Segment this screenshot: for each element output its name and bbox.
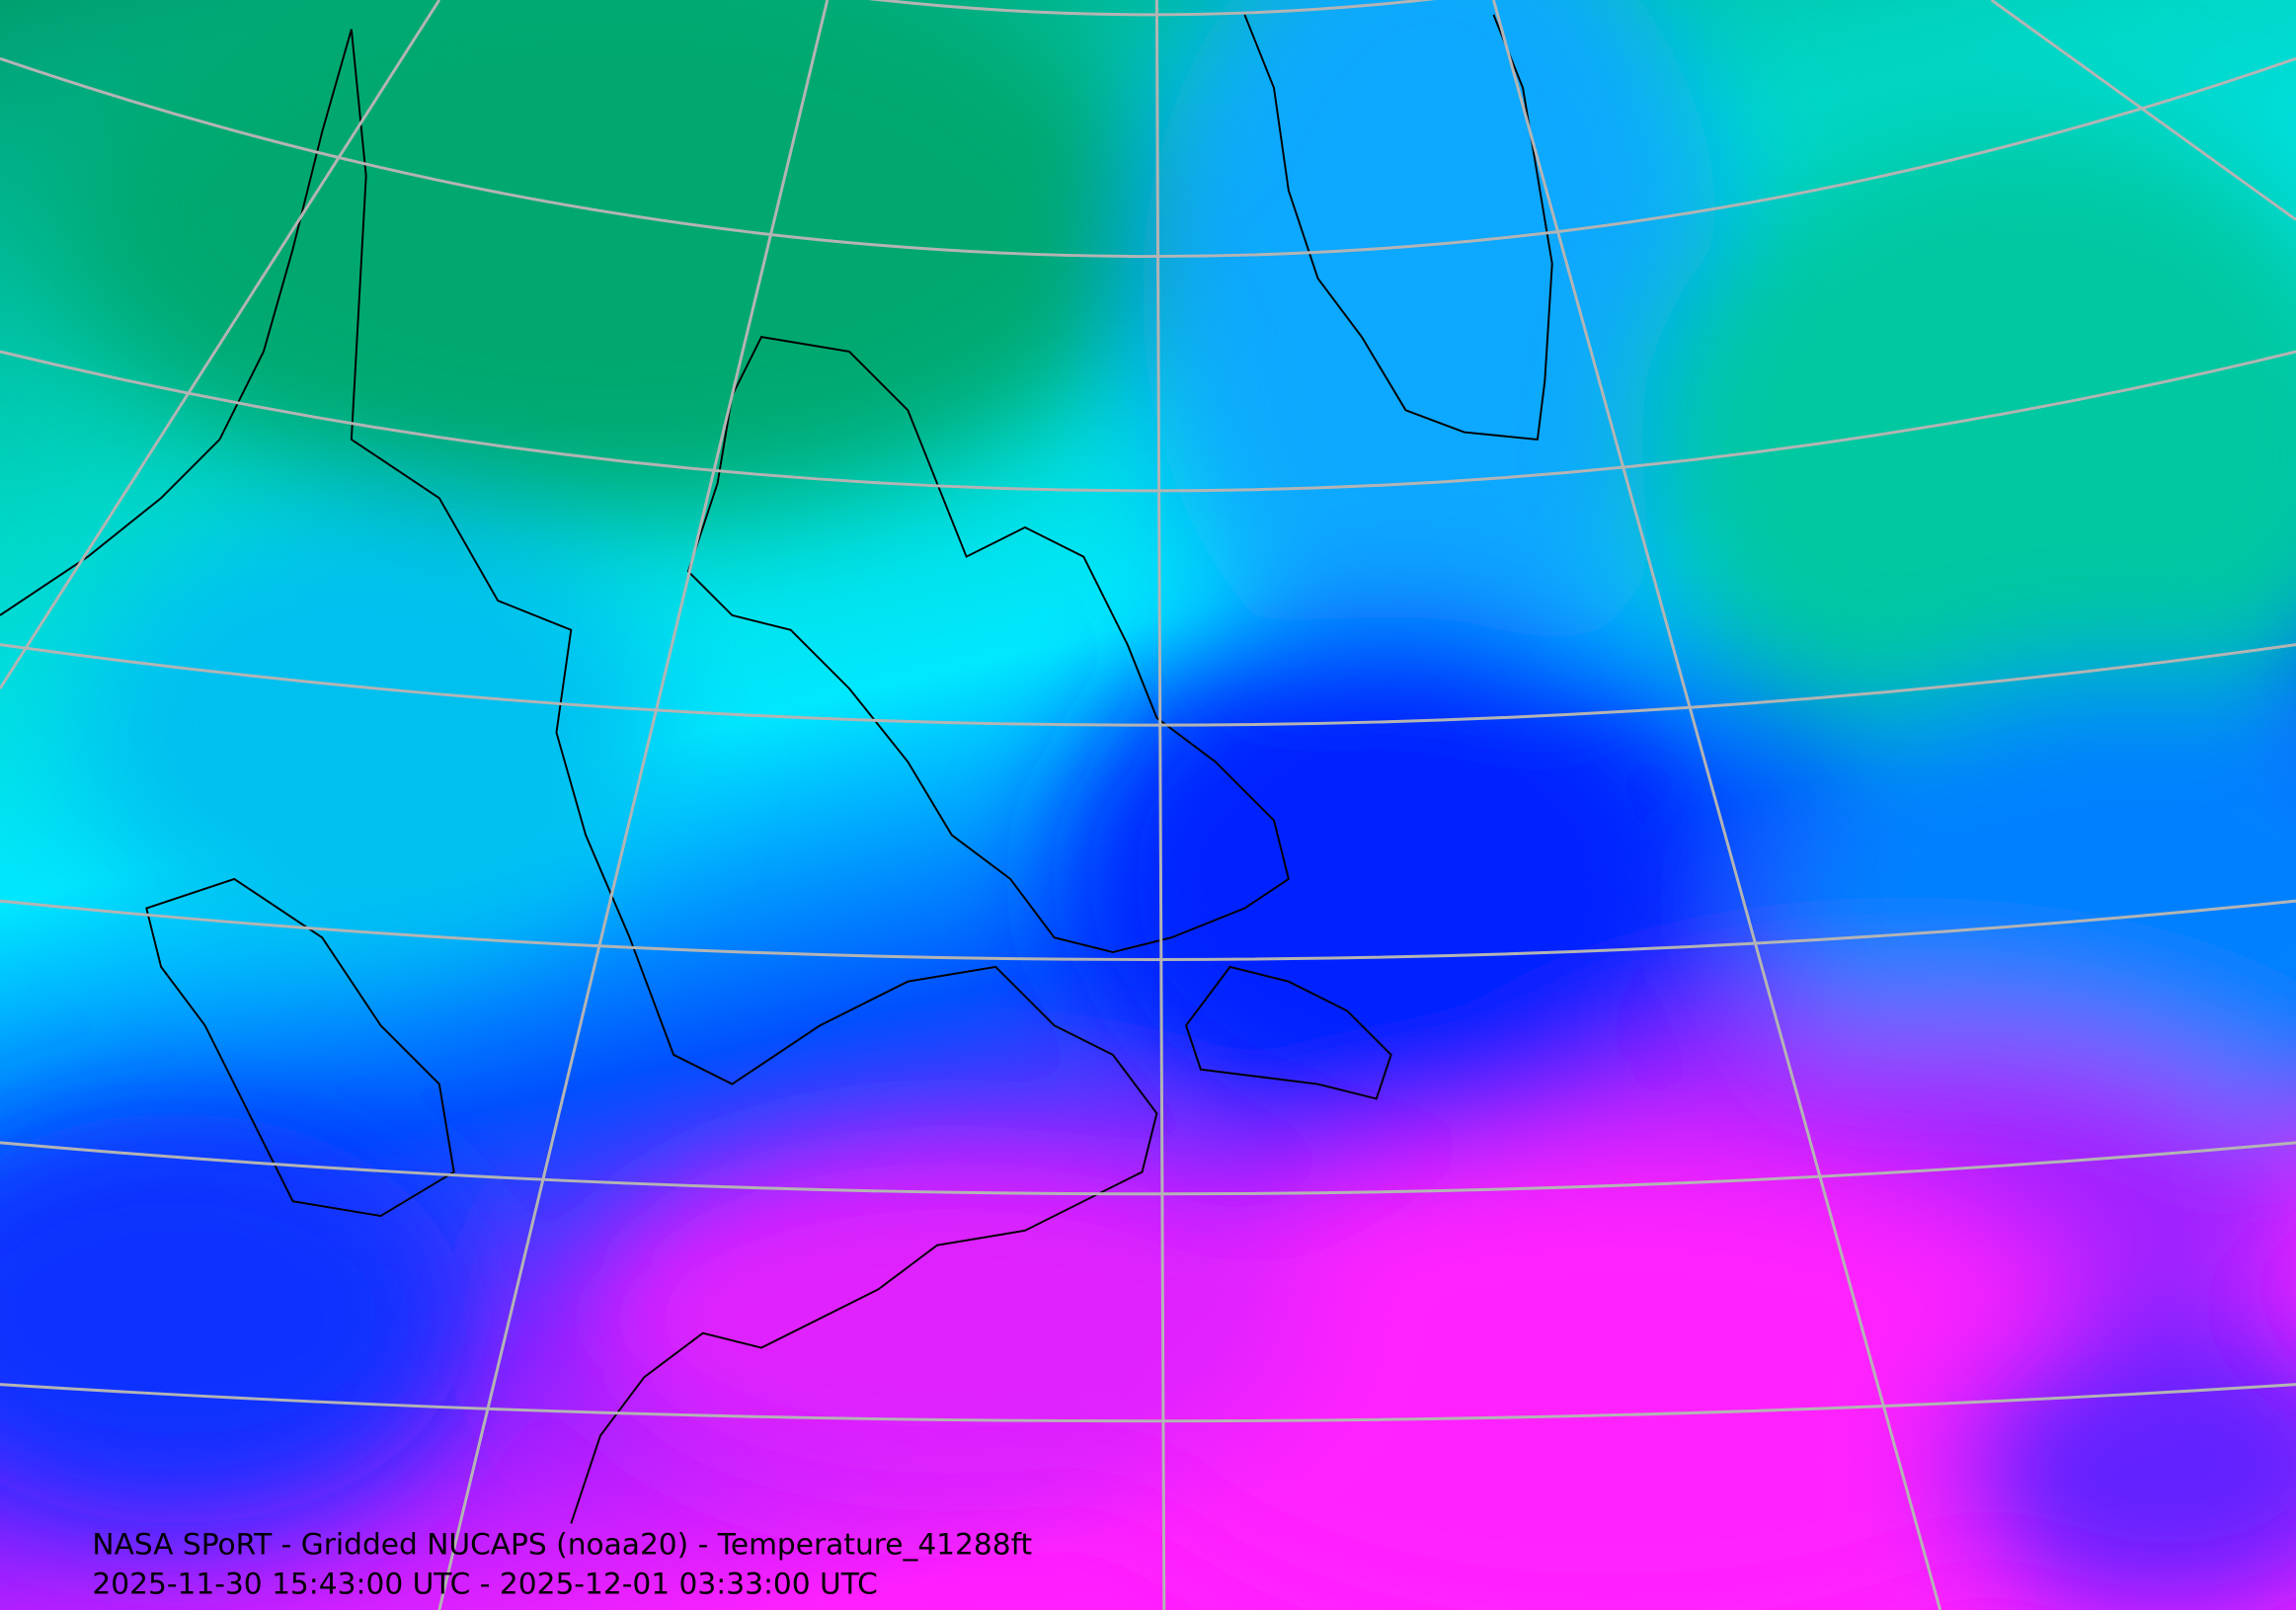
longitude-line [1492,0,1942,1610]
coastlines [0,14,1553,1524]
latitude-line [868,0,1436,17]
longitude-line [0,0,441,689]
latitude-line [0,643,2296,727]
latitude-line [0,350,2296,493]
longitude-line [437,0,830,1610]
longitude-line [1990,0,2296,221]
latitude-line [0,1141,2296,1196]
caption-title: NASA SPoRT - Gridded NUCAPS (noaa20) - T… [92,1527,1032,1562]
latitude-line [0,1383,2296,1423]
caption-time-range: 2025-11-30 15:43:00 UTC - 2025-12-01 03:… [92,1567,877,1601]
latitude-line [0,56,2296,259]
latitude-line [0,899,2296,961]
longitude-line [1154,0,1166,1610]
